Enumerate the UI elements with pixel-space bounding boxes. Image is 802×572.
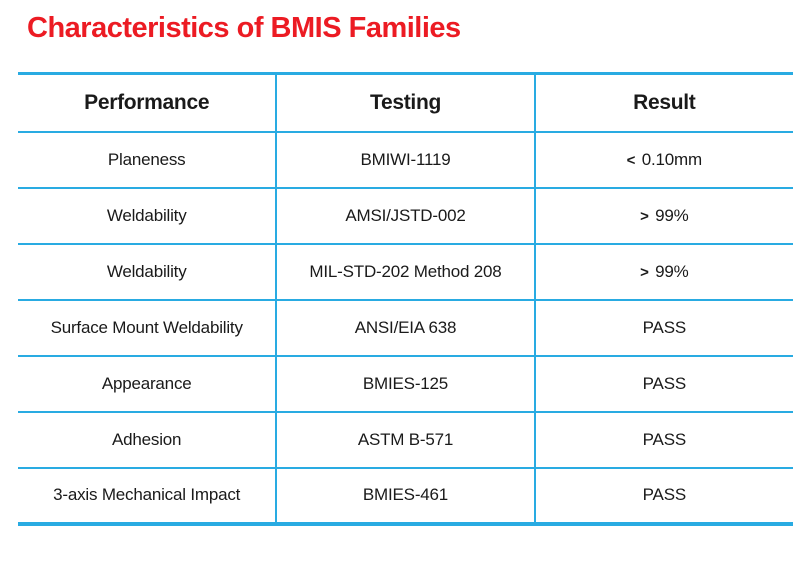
result-cell: PASS: [534, 299, 793, 357]
performance-cell: Weldability: [18, 243, 278, 301]
table-row: Planeness BMIWI-1119 < 0.10mm: [18, 131, 793, 189]
result-cell: PASS: [534, 355, 793, 413]
table-row: Weldability MIL-STD-202 Method 208 > 99%: [18, 243, 793, 301]
table-row: Appearance BMIES-125 PASS: [18, 355, 793, 413]
characteristics-table: Performance Testing Result Planeness BMIW…: [18, 72, 793, 526]
performance-cell: Appearance: [18, 355, 278, 413]
table-header: Performance Testing Result: [18, 73, 793, 133]
comparison-operator: >: [640, 263, 649, 281]
result-cell: PASS: [534, 411, 793, 469]
testing-cell: ASTM B-571: [276, 411, 536, 469]
performance-cell: Planeness: [18, 131, 278, 189]
performance-cell: Surface Mount Weldability: [18, 299, 278, 357]
header-row: Performance Testing Result: [18, 73, 793, 133]
testing-cell: BMIES-461: [276, 467, 536, 525]
performance-cell: Adhesion: [18, 411, 278, 469]
testing-cell: ANSI/EIA 638: [276, 299, 536, 357]
table-body: Planeness BMIWI-1119 < 0.10mm Weldability AM…: [18, 131, 793, 525]
table-row: Surface Mount Weldability ANSI/EIA 638 PAS…: [18, 299, 793, 357]
result-cell: < 0.10mm: [534, 131, 793, 189]
testing-cell: BMIES-125: [276, 355, 536, 413]
testing-cell: AMSI/JSTD-002: [276, 187, 536, 245]
page-title: Characteristics of BMIS Families: [27, 12, 461, 44]
comparison-operator: >: [640, 207, 649, 225]
result-cell: > 99%: [534, 187, 793, 245]
testing-cell: BMIWI-1119: [276, 131, 536, 189]
table-row: Weldability AMSI/JSTD-002 > 99%: [18, 187, 793, 245]
performance-cell: Weldability: [18, 187, 278, 245]
comparison-operator: <: [626, 151, 636, 169]
table-row: Adhesion ASTM B-571 PASS: [18, 411, 793, 469]
result-cell: > 99%: [534, 243, 793, 301]
column-header-performance: Performance: [18, 73, 278, 133]
column-header-result: Result: [534, 73, 793, 133]
table-row: 3-axis Mechanical Impact BMIES-461 PASS: [18, 467, 793, 525]
performance-cell: 3-axis Mechanical Impact: [18, 467, 278, 525]
testing-cell: MIL-STD-202 Method 208: [276, 243, 536, 301]
column-header-testing: Testing: [276, 73, 536, 133]
result-cell: PASS: [534, 467, 793, 525]
